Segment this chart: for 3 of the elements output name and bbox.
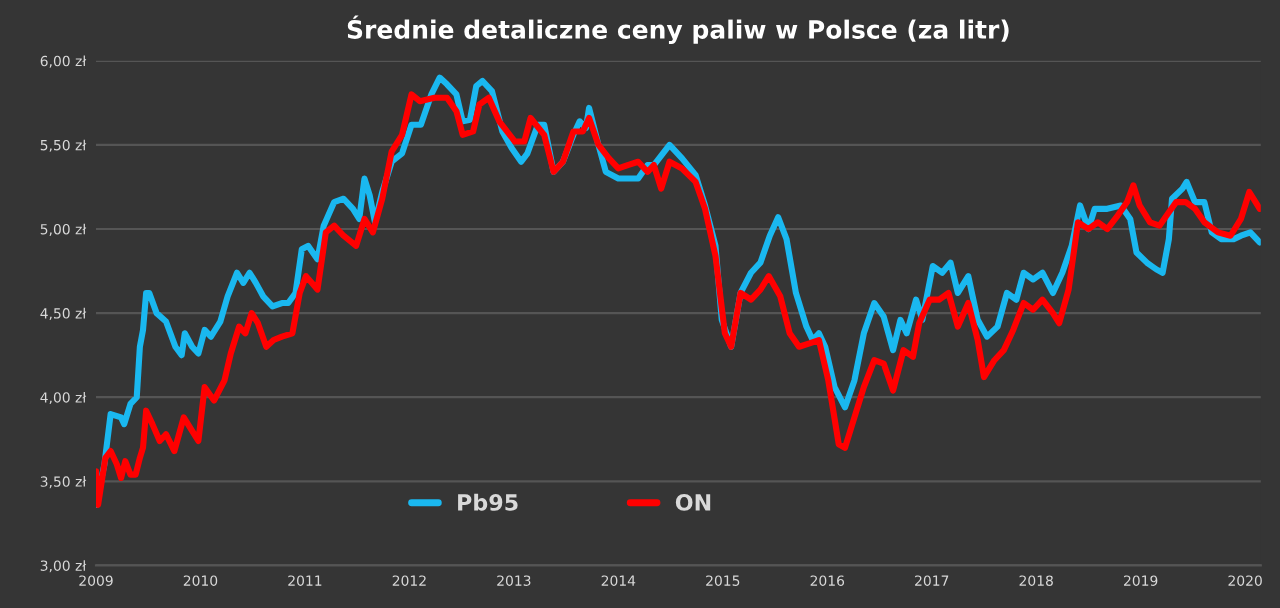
chart-title: Średnie detaliczne ceny paliw w Polsce (za litr) <box>347 15 1009 44</box>
legend-label: Pb95 <box>458 493 518 511</box>
legend-label: ON <box>675 494 711 511</box>
